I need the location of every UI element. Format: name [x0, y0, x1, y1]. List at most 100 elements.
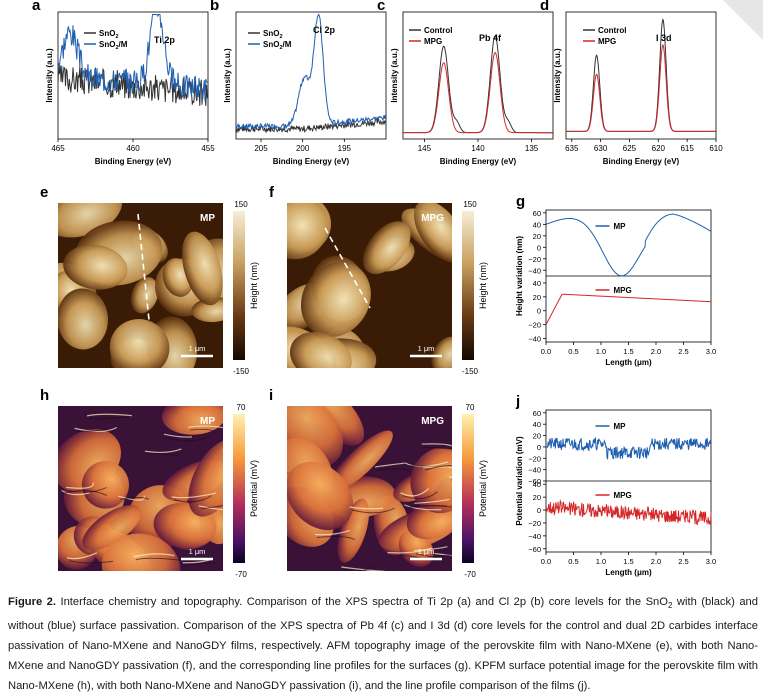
y-tick-label: 40: [533, 279, 541, 288]
x-tick-label: 2.0: [651, 557, 661, 566]
colorbar-max: 150: [234, 200, 248, 209]
grain-edge: [74, 427, 118, 433]
y-tick-label: −20: [528, 454, 541, 463]
x-tick-label: 620: [652, 144, 666, 153]
scale-bar-label: 1 μm: [418, 547, 435, 556]
x-axis-label: Length (μm): [605, 358, 652, 367]
x-axis-label: Binding Energy (eV): [603, 157, 680, 166]
grain-edge-shadow: [165, 436, 210, 442]
image-panel-h: MP 1 μm 70 -70 Potential (mV) h: [40, 387, 259, 579]
image-panel-e: MP 1 μm 150 -150 Height (nm) e: [40, 184, 259, 376]
y-tick-label: −20: [528, 321, 541, 330]
grain: [191, 297, 223, 323]
y-axis-label: Intensity (a.u.): [390, 48, 399, 103]
grain-edge: [86, 413, 132, 417]
grain-edge: [374, 462, 405, 468]
x-tick-label: 1.0: [596, 347, 606, 356]
y-tick-label: −60: [528, 477, 541, 486]
y-axis-label: Height variation (nm): [515, 236, 524, 316]
y-tick-label: 20: [533, 232, 541, 241]
profile-line: [545, 213, 712, 277]
x-tick-label: 2.0: [651, 347, 661, 356]
x-tick-label: 460: [126, 144, 140, 153]
grain-edge: [413, 546, 448, 552]
image-content: [287, 406, 452, 571]
grain: [162, 406, 223, 435]
x-tick-label: 465: [51, 144, 65, 153]
x-tick-label: 610: [709, 144, 723, 153]
legend-label: SnO2/M: [263, 40, 292, 51]
image-content: [287, 203, 452, 368]
sample-tag: MP: [200, 416, 215, 427]
legend-label: SnO2/M: [99, 40, 128, 51]
grain-edge: [404, 504, 442, 511]
legend-label: MPG: [424, 37, 442, 46]
legend-label: MP: [614, 222, 627, 231]
grain: [289, 331, 352, 368]
legend-label: SnO2: [99, 29, 119, 40]
scale-bar-label: 1 μm: [189, 344, 206, 353]
y-tick-label: −60: [528, 545, 541, 554]
grain: [300, 406, 365, 446]
x-axis-label: Binding Energy (eV): [95, 157, 172, 166]
grain: [287, 461, 354, 531]
panel-label-b: b: [210, 0, 219, 14]
grain: [109, 319, 170, 368]
grain-edge-shadow: [423, 446, 452, 450]
grain: [58, 203, 123, 238]
sample-tag: MP: [200, 213, 215, 224]
x-axis-label: Binding Energy (eV): [440, 157, 517, 166]
y-tick-label: −20: [528, 255, 541, 264]
grain-edge-shadow: [402, 491, 438, 500]
y-tick-label: −40: [528, 466, 541, 475]
panel-label-i: i: [269, 387, 273, 404]
x-tick-label: 615: [680, 144, 694, 153]
colorbar-min: -70: [464, 570, 476, 579]
y-axis-label: Intensity (a.u.): [223, 48, 232, 103]
y-tick-label: −40: [528, 532, 541, 541]
caption-text-2: with (black) and without (blue) surface …: [8, 596, 758, 693]
y-tick-label: 0: [537, 443, 541, 452]
y-axis-label: Intensity (a.u.): [45, 48, 54, 103]
plot-frame: [235, 11, 387, 140]
scale-bar-label: 1 μm: [189, 547, 206, 556]
y-axis-label: Potential variation (mV): [515, 436, 524, 526]
legend-label: SnO2: [263, 29, 283, 40]
panel-label-e: e: [40, 184, 48, 201]
series-line-0: [403, 35, 553, 134]
colorbar-max: 70: [466, 403, 475, 412]
x-tick-label: 140: [471, 144, 485, 153]
colorbar-min: -70: [235, 570, 247, 579]
line-profile-path: [137, 213, 150, 321]
grain-edge-shadow: [67, 487, 107, 493]
panel-label-h: h: [40, 387, 49, 404]
grain-edge: [61, 489, 90, 496]
x-tick-label: 145: [418, 144, 432, 153]
grain-edge-shadow: [425, 465, 452, 471]
grain-edge-shadow: [316, 536, 356, 541]
grain-edge: [314, 529, 351, 536]
grain-edge: [66, 552, 98, 560]
x-axis-label: Binding Energy (eV): [273, 157, 350, 166]
legend-label: Control: [598, 26, 626, 35]
grain-edge-shadow: [351, 507, 395, 514]
panel-label-f: f: [269, 184, 275, 201]
peak-label: Pb 4f: [479, 33, 502, 43]
y-tick-label: 60: [533, 209, 541, 218]
grain-edge: [66, 482, 94, 489]
y-tick-label: 40: [533, 480, 541, 489]
line-profile-path: [324, 227, 371, 309]
grain: [327, 430, 393, 494]
grain-edge: [421, 443, 452, 447]
x-tick-label: 0.5: [568, 347, 578, 356]
colorbar: [462, 414, 474, 563]
panel-label-c: c: [377, 0, 385, 14]
sample-tag: MPG: [421, 416, 444, 427]
grain: [410, 447, 452, 514]
grain: [58, 288, 109, 350]
scale-bar-label: 1 μm: [418, 344, 435, 353]
y-tick-label: −20: [528, 519, 541, 528]
grain-edge: [414, 498, 450, 504]
profile-line: [545, 499, 712, 526]
grain-edge: [423, 466, 452, 469]
